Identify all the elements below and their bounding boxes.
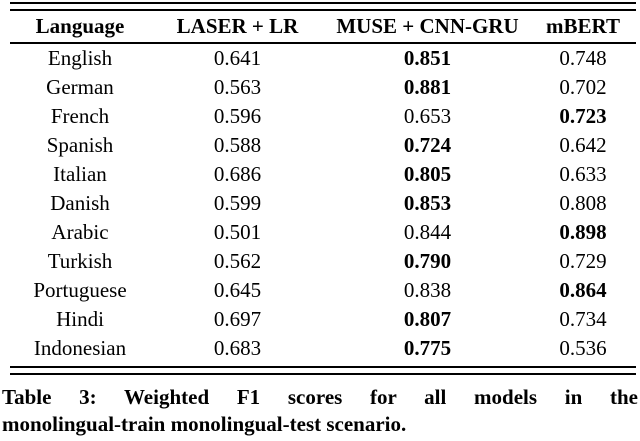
language-cell: Arabic — [51, 220, 109, 244]
muse-cnn-gru-score-cell: 0.790 — [403, 249, 452, 273]
muse-cnn-gru-score-cell: 0.807 — [403, 307, 452, 331]
muse-cnn-gru-score-cell: 0.775 — [403, 336, 452, 360]
caption-line-2: monolingual-train monolingual-test scena… — [2, 412, 407, 436]
table-top-rule — [10, 2, 636, 11]
language-cell: English — [47, 46, 113, 70]
col-header-muse-cnn-gru: MUSE + CNN-GRU — [336, 14, 519, 38]
table-row-italian: Italian 0.686 0.805 0.633 — [10, 160, 636, 189]
muse-cnn-gru-score-cell: 0.853 — [403, 191, 452, 215]
language-cell: German — [46, 75, 114, 99]
col-header-language: Language — [35, 14, 125, 38]
table-row-spanish: Spanish 0.588 0.724 0.642 — [10, 131, 636, 160]
laser-lr-score-cell: 0.686 — [213, 162, 262, 186]
laser-lr-score-cell: 0.588 — [213, 133, 262, 157]
muse-cnn-gru-score-cell: 0.724 — [403, 133, 452, 157]
table-row-turkish: Turkish 0.562 0.790 0.729 — [10, 247, 636, 276]
mbert-score-cell: 0.864 — [559, 278, 607, 302]
language-cell: Portuguese — [33, 278, 127, 302]
mbert-score-cell: 0.642 — [559, 133, 607, 157]
language-cell: Turkish — [47, 249, 113, 273]
language-cell: Danish — [50, 191, 110, 215]
language-cell: Italian — [53, 162, 107, 186]
muse-cnn-gru-score-cell: 0.653 — [403, 104, 452, 128]
mbert-score-cell: 0.748 — [559, 46, 607, 70]
mbert-score-cell: 0.702 — [559, 75, 607, 99]
table-row-english: English 0.641 0.851 0.748 — [10, 44, 636, 73]
col-header-mbert: mBERT — [546, 14, 620, 38]
language-cell: Hindi — [56, 307, 104, 331]
table-row-arabic: Arabic 0.501 0.844 0.898 — [10, 218, 636, 247]
muse-cnn-gru-score-cell: 0.844 — [403, 220, 452, 244]
language-cell: French — [50, 104, 110, 128]
mbert-score-cell: 0.729 — [559, 249, 607, 273]
muse-cnn-gru-score-cell: 0.838 — [403, 278, 452, 302]
laser-lr-score-cell: 0.645 — [213, 278, 262, 302]
table-row-danish: Danish 0.599 0.853 0.808 — [10, 189, 636, 218]
mbert-score-cell: 0.536 — [559, 336, 607, 360]
table-row-hindi: Hindi 0.697 0.807 0.734 — [10, 305, 636, 334]
mbert-score-cell: 0.633 — [559, 162, 607, 186]
table-row-french: French 0.596 0.653 0.723 — [10, 102, 636, 131]
language-cell: Spanish — [46, 133, 114, 157]
laser-lr-score-cell: 0.501 — [213, 220, 262, 244]
table-bottom-rule — [10, 366, 636, 375]
table-row-portuguese: Portuguese 0.645 0.838 0.864 — [10, 276, 636, 305]
col-header-laser-lr: LASER + LR — [176, 14, 299, 38]
muse-cnn-gru-score-cell: 0.881 — [403, 75, 452, 99]
mbert-score-cell: 0.723 — [559, 104, 607, 128]
laser-lr-score-cell: 0.683 — [213, 336, 262, 360]
laser-lr-score-cell: 0.562 — [213, 249, 262, 273]
caption-line-1: Table 3: Weighted F1 scores for all mode… — [2, 385, 638, 409]
mbert-score-cell: 0.808 — [559, 191, 607, 215]
muse-cnn-gru-score-cell: 0.851 — [403, 46, 452, 70]
laser-lr-score-cell: 0.599 — [213, 191, 262, 215]
table-caption: Table 3: Weighted F1 scores for all mode… — [2, 384, 638, 438]
laser-lr-score-cell: 0.697 — [213, 307, 262, 331]
table-header-row: Language LASER + LR MUSE + CNN-GRU mBERT — [10, 11, 636, 44]
muse-cnn-gru-score-cell: 0.805 — [403, 162, 452, 186]
results-table: Language LASER + LR MUSE + CNN-GRU mBERT… — [10, 2, 636, 375]
laser-lr-score-cell: 0.563 — [213, 75, 262, 99]
laser-lr-score-cell: 0.596 — [213, 104, 262, 128]
mbert-score-cell: 0.898 — [559, 220, 607, 244]
language-cell: Indonesian — [33, 336, 127, 360]
laser-lr-score-cell: 0.641 — [213, 46, 262, 70]
table-row-indonesian: Indonesian 0.683 0.775 0.536 — [10, 334, 636, 363]
table-row-german: German 0.563 0.881 0.702 — [10, 73, 636, 102]
mbert-score-cell: 0.734 — [559, 307, 607, 331]
